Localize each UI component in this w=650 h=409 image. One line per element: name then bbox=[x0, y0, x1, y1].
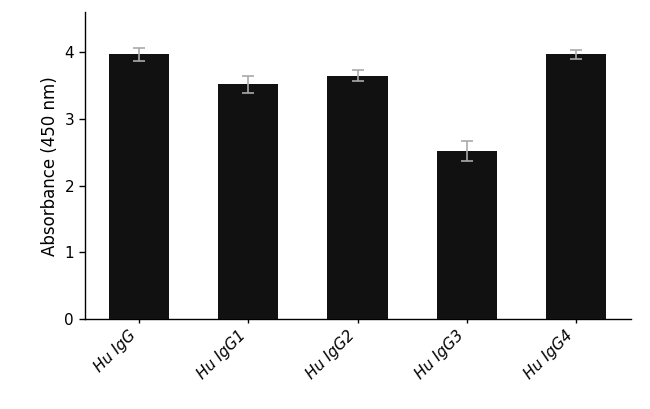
Bar bbox=[109, 54, 169, 319]
Y-axis label: Absorbance (450 nm): Absorbance (450 nm) bbox=[41, 76, 58, 256]
Bar bbox=[218, 84, 278, 319]
Bar bbox=[328, 76, 387, 319]
Bar bbox=[437, 151, 497, 319]
Bar bbox=[546, 54, 606, 319]
